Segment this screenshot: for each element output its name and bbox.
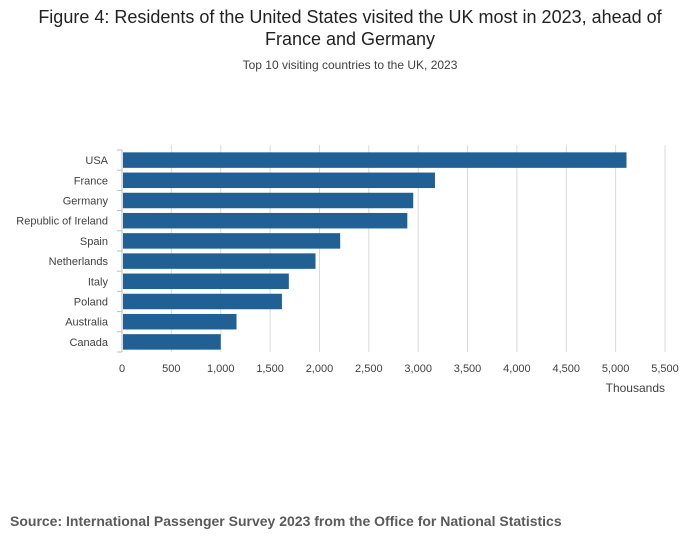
x-tick-label: 1,500 xyxy=(256,363,284,375)
bars xyxy=(123,152,627,350)
category-label: France xyxy=(74,175,108,187)
bar-canada xyxy=(123,334,221,350)
bar-france xyxy=(123,172,435,189)
chart-title: Figure 4: Residents of the United States… xyxy=(38,7,662,49)
x-tick-label: 4,500 xyxy=(553,363,581,375)
bar-australia xyxy=(123,313,237,330)
x-tick-label: 2,500 xyxy=(355,363,383,375)
x-tick-label: 5,000 xyxy=(602,363,630,375)
x-tick-label: 500 xyxy=(162,363,180,375)
category-label: Italy xyxy=(88,276,109,288)
bar-poland xyxy=(123,293,282,310)
x-tick-label: 0 xyxy=(119,363,125,375)
category-label: Germany xyxy=(63,196,109,208)
bar-italy xyxy=(123,273,289,290)
category-label: Australia xyxy=(65,317,109,329)
bar-netherlands xyxy=(123,253,316,269)
bar-spain xyxy=(123,233,341,249)
x-tick-label: 2,000 xyxy=(306,363,334,375)
category-label: Republic of Ireland xyxy=(16,216,108,228)
bar-usa xyxy=(123,152,627,168)
category-label: USA xyxy=(85,155,108,167)
category-label: Spain xyxy=(80,236,108,248)
source-note: Source: International Passenger Survey 2… xyxy=(10,513,562,529)
bar-germany xyxy=(123,192,414,209)
x-axis-label: Thousands xyxy=(606,381,665,395)
category-label: Canada xyxy=(69,337,108,349)
category-label: Poland xyxy=(74,297,108,309)
x-tick-label: 4,000 xyxy=(503,363,531,375)
x-tick-label: 1,000 xyxy=(207,363,235,375)
x-tick-label: 3,500 xyxy=(454,363,482,375)
category-labels: USA France Germany Republic of Ireland Spain… xyxy=(16,155,109,349)
category-label: Netherlands xyxy=(49,256,109,268)
axes xyxy=(117,149,123,353)
chart-subtitle: Top 10 visiting countries to the UK, 202… xyxy=(242,58,458,72)
x-tick-label: 3,000 xyxy=(404,363,432,375)
bar-republic-of-ireland xyxy=(123,212,408,229)
x-tick-label: 5,500 xyxy=(651,363,679,375)
x-tick-labels: 0 500 1,000 1,500 2,000 2,500 3,000 3,500 4,000 4… xyxy=(119,363,679,375)
